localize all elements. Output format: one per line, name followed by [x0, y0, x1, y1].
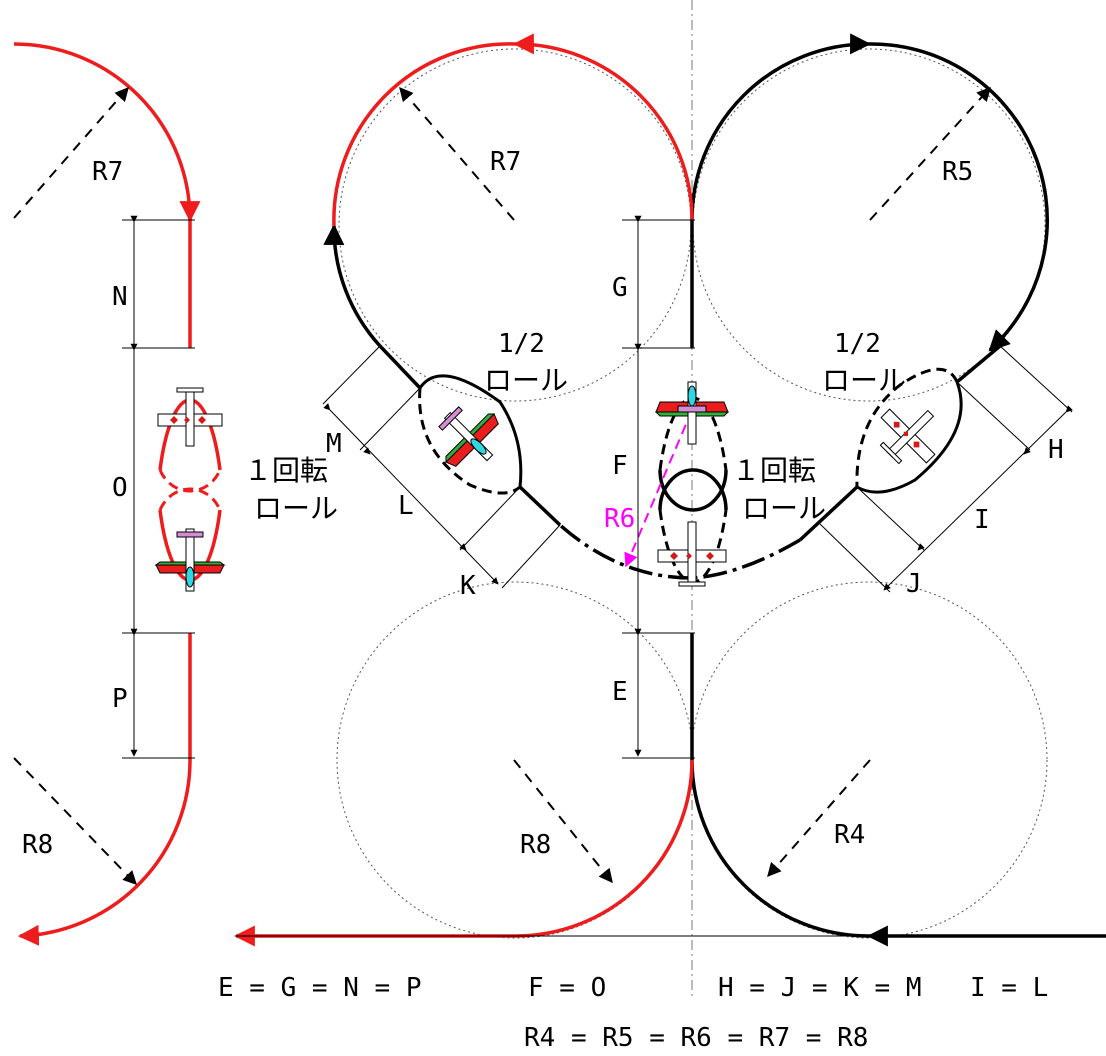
- radius-r7-main: [399, 86, 515, 221]
- label-f: F: [612, 451, 628, 481]
- label-r8-side: R8: [22, 830, 53, 860]
- equation-radii: R4 = R5 = R6 = R7 = R8: [524, 1023, 868, 1053]
- label-r4: R4: [834, 820, 865, 850]
- radius-r8-side: [13, 757, 137, 886]
- label-h: H: [1048, 435, 1064, 465]
- label-r6: R6: [604, 504, 635, 534]
- airplane-icon: [438, 406, 499, 467]
- airplane-icon: [154, 528, 226, 592]
- label-r8-main: R8: [520, 830, 551, 860]
- equation-e-g-n-p: E = G = N = P: [218, 973, 422, 1003]
- main-black-path: [323, 33, 1106, 947]
- full-roll-label-side-top: １回転: [244, 454, 328, 487]
- full-roll-label-side-bottom: ロール: [254, 492, 338, 525]
- equation-i-l: I = L: [970, 973, 1048, 1003]
- label-i: I: [974, 505, 990, 535]
- radius-r6-main: [624, 409, 693, 568]
- radius-r8-main: [513, 759, 613, 884]
- dimension-lines-main: [622, 215, 695, 759]
- label-r5: R5: [942, 157, 973, 187]
- half-roll-label-left-bottom: ロール: [484, 364, 568, 397]
- label-l: L: [398, 491, 414, 521]
- equation-f-o: F = O: [528, 973, 606, 1003]
- half-roll-label-right-top: 1/2: [834, 329, 881, 359]
- dimension-lines-right-diag: [819, 345, 1073, 593]
- full-roll-label-main-top: １回転: [732, 454, 816, 487]
- airplane-icon: [657, 521, 727, 587]
- equation-h-j-k-m: H = J = K = M: [718, 973, 922, 1003]
- dimension-lines-side: [122, 215, 195, 759]
- half-roll-label-left-top: 1/2: [498, 329, 545, 359]
- label-p: P: [112, 684, 128, 714]
- radius-r4-main: [767, 759, 871, 878]
- full-roll-label-main-bottom: ロール: [742, 492, 826, 525]
- main-red-path: [233, 33, 1106, 947]
- radius-r7-side: [13, 86, 129, 219]
- label-r7-main: R7: [490, 147, 521, 177]
- dimension-lines-left-diag: [322, 345, 561, 589]
- label-r7-side: R7: [92, 157, 123, 187]
- label-o: O: [112, 473, 128, 503]
- label-g: G: [612, 273, 628, 303]
- radius-r5-main: [869, 86, 991, 221]
- side-view-path: [13, 42, 222, 946]
- airplane-icon: [157, 387, 223, 447]
- airplane-icon: [879, 408, 936, 465]
- airplane-icon: [654, 381, 730, 445]
- label-m: M: [326, 429, 342, 459]
- label-j: J: [906, 569, 922, 599]
- half-roll-label-right-bottom: ロール: [822, 364, 906, 397]
- label-e: E: [612, 677, 628, 707]
- label-n: N: [112, 282, 128, 312]
- label-k: K: [460, 571, 476, 601]
